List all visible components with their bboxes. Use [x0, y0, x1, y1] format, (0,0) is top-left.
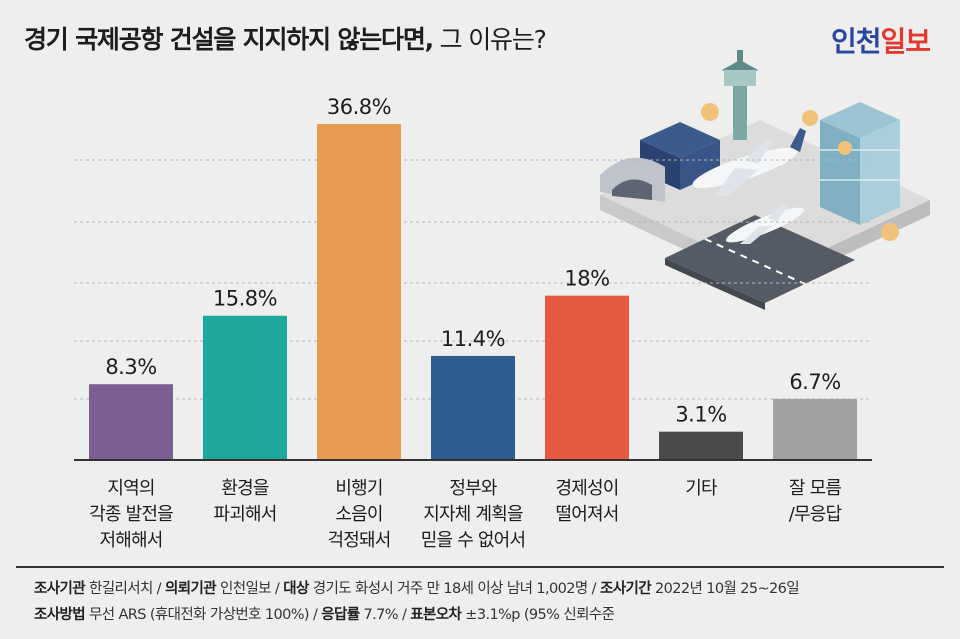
footer-label: 의뢰기관 — [164, 581, 217, 597]
brand-logo: 인천일보 — [830, 20, 931, 60]
chart-title: 경기 국제공항 건설을 지지하지 않는다면, 그 이유는? — [24, 20, 547, 56]
value-label: 6.7% — [789, 370, 840, 394]
category-label: 파괴해서 — [213, 504, 276, 525]
category-label: 지자체 계획을 — [423, 504, 523, 525]
footer-line-2: 조사방법 무선 ARS (휴대전화 가상번호 100%) / 응답률 7.7% … — [34, 603, 615, 624]
category-label: 지역의 — [107, 478, 154, 499]
footer-value: ±3.1%p (95% 신뢰수준 — [461, 607, 615, 623]
footer-value: 7.7% / — [359, 607, 411, 623]
bar — [203, 315, 287, 460]
bar — [317, 124, 401, 460]
logo-part-1: 인천 — [830, 25, 882, 58]
footer-label: 표본오차 — [410, 607, 462, 623]
value-label: 3.1% — [675, 403, 726, 427]
footer-label: 대상 — [283, 581, 309, 597]
category-label: 경제성이 — [555, 478, 618, 499]
title-main: 경기 국제공항 건설을 지지하지 않는다면, — [24, 25, 434, 54]
footer-line-1: 조사기관 한길리서치 / 의뢰기관 인천일보 / 대상 경기도 화성시 거주 만… — [34, 577, 800, 598]
value-label: 11.4% — [441, 327, 505, 351]
category-label: 정부와 — [449, 478, 497, 499]
title-sub: 그 이유는? — [439, 25, 547, 54]
footer-value: 무선 ARS (휴대전화 가상번호 100%) / — [84, 607, 322, 623]
footer-value: 2022년 10월 25~26일 — [650, 581, 800, 597]
bar — [545, 295, 629, 460]
footer-label: 응답률 — [321, 607, 360, 623]
bar — [773, 398, 857, 460]
footer-label: 조사방법 — [34, 607, 86, 623]
category-label: /무응답 — [789, 504, 842, 525]
airport-illustration — [600, 50, 930, 310]
category-label: 기타 — [685, 478, 718, 499]
value-label: 15.8% — [213, 287, 277, 311]
category-label: 각종 발전을 — [89, 504, 173, 525]
category-label: 소음이 — [335, 504, 382, 525]
bar — [659, 431, 743, 460]
category-label: 저해해서 — [99, 530, 162, 551]
category-label: 비행기 — [335, 478, 382, 499]
category-label: 환경을 — [221, 478, 269, 499]
footer-value: 한길리서치 / — [84, 581, 165, 597]
value-label: 18% — [564, 267, 609, 291]
footer-label: 조사기간 — [599, 581, 652, 597]
footer-value: 경기도 화성시 거주 만 18세 이상 남녀 1,002명 / — [308, 581, 600, 597]
category-label: 믿을 수 없어서 — [421, 530, 525, 551]
category-label: 잘 모름 — [789, 478, 841, 499]
footer-label: 조사기관 — [34, 581, 86, 597]
category-label: 떨어져서 — [555, 504, 618, 525]
bar — [89, 384, 173, 460]
value-label: 8.3% — [105, 355, 156, 379]
value-labels-group: 8.3% 15.8% 36.8% 11.4% 18% 3.1% 6.7% — [105, 95, 841, 427]
value-label: 36.8% — [327, 95, 391, 119]
bar — [431, 355, 515, 460]
category-label: 걱정돼서 — [327, 530, 390, 551]
footer-divider — [16, 566, 944, 568]
bars-group — [74, 124, 872, 461]
footer-value: 인천일보 / — [215, 581, 284, 597]
logo-part-2: 일보 — [880, 25, 931, 58]
